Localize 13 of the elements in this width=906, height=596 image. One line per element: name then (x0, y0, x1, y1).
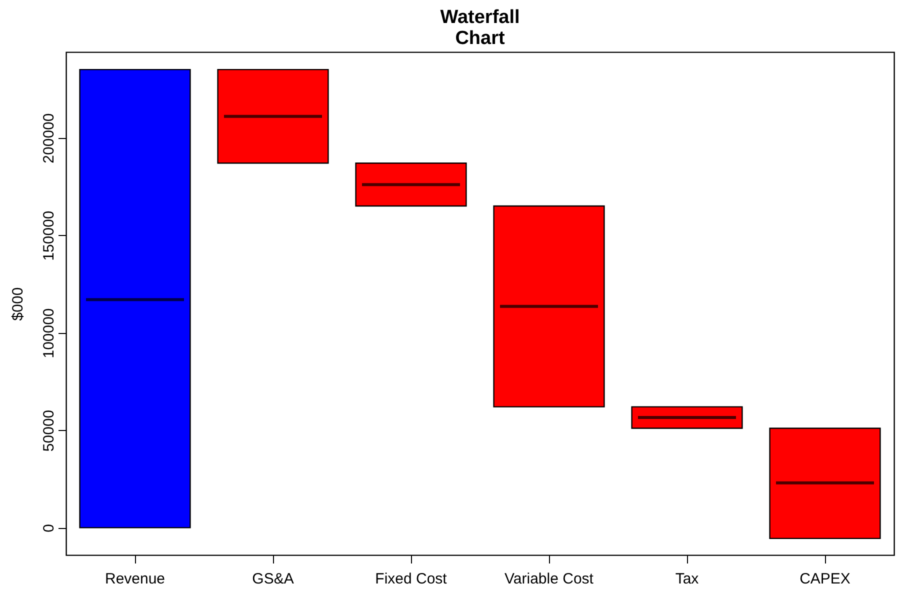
y-tick-label: 0 (40, 524, 58, 532)
y-tick-label: 200000 (40, 113, 58, 164)
x-tick-label: Fixed Cost (375, 570, 448, 588)
x-tick-label: Variable Cost (504, 570, 594, 588)
chart-title: Waterfall Chart (440, 7, 520, 49)
x-tick-label: Tax (675, 570, 700, 588)
x-tick-label: CAPEX (800, 570, 850, 588)
y-axis-title: $000 (10, 287, 26, 321)
y-tick-label: 100000 (40, 308, 58, 358)
y-tick-label: 150000 (40, 210, 58, 261)
y-tick-label: 50000 (40, 410, 58, 452)
x-tick-label: GS&A (252, 570, 294, 588)
x-tick-label: Revenue (104, 570, 166, 588)
